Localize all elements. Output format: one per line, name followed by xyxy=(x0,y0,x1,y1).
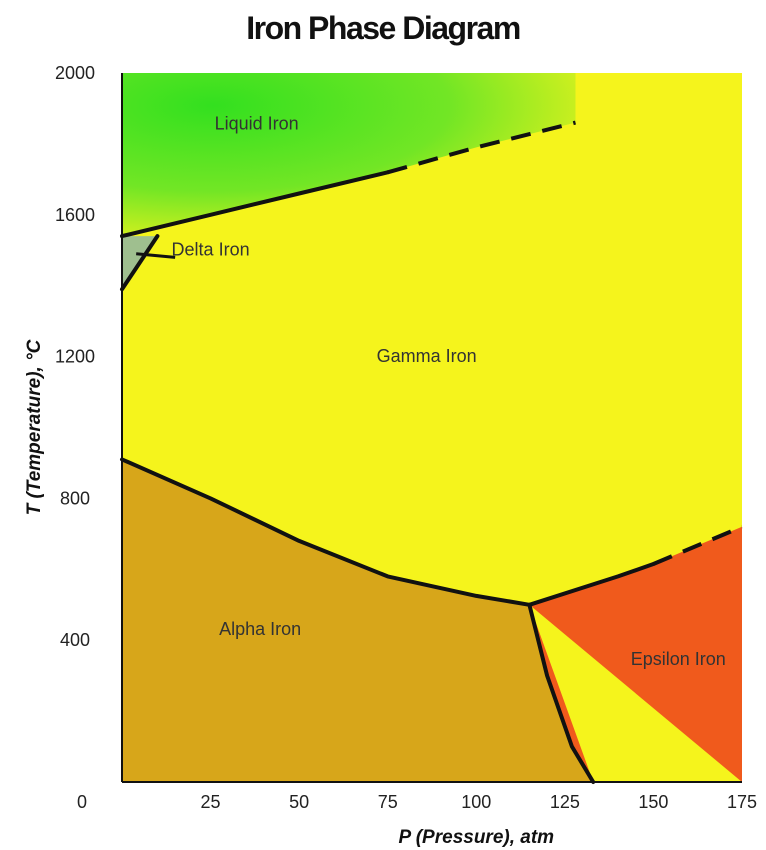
x-tick-label: 100 xyxy=(461,792,491,812)
y-tick-label: 800 xyxy=(60,488,90,508)
liquid-iron-region xyxy=(122,73,576,237)
y-tick-label: 400 xyxy=(60,630,90,650)
x-tick-label: 50 xyxy=(289,792,309,812)
boundary-liquid-solid-extrapolated xyxy=(387,120,576,175)
boundary-alpha-epsilon xyxy=(527,602,596,784)
gamma-iron-label: Gamma Iron xyxy=(377,346,477,366)
y-axis-label: T (Temperature), °C xyxy=(24,339,45,515)
y-tick-label: 1600 xyxy=(55,205,95,225)
y-tick-label: 1200 xyxy=(55,347,95,367)
x-tick-label: 125 xyxy=(550,792,580,812)
chart-title: Iron Phase Diagram xyxy=(246,10,521,46)
x-tick-label: 175 xyxy=(727,792,757,812)
x-tick-label: 25 xyxy=(201,792,221,812)
boundary-gamma-epsilon-extrapolated xyxy=(652,524,743,566)
x-tick-label: 75 xyxy=(378,792,398,812)
alpha-iron-label: Alpha Iron xyxy=(219,619,301,639)
x-tick-label: 150 xyxy=(638,792,668,812)
boundary-gamma-epsilon xyxy=(527,562,656,607)
x-tick-label: 0 xyxy=(77,792,87,812)
y-tick-label: 2000 xyxy=(55,63,95,83)
x-axis-label: P (Pressure), atm xyxy=(398,827,554,848)
epsilon-iron-region xyxy=(529,526,742,782)
boundary-alpha-gamma xyxy=(120,457,532,607)
liquid-iron-label: Liquid Iron xyxy=(215,114,299,134)
boundary-delta-boundary xyxy=(120,234,160,292)
boundary-liquid-solid xyxy=(120,170,390,239)
delta-iron-label: Delta Iron xyxy=(172,240,250,260)
epsilon-iron-label: Epsilon Iron xyxy=(631,649,726,669)
alpha-iron-region xyxy=(122,459,594,782)
delta-label-pointer xyxy=(136,252,176,259)
